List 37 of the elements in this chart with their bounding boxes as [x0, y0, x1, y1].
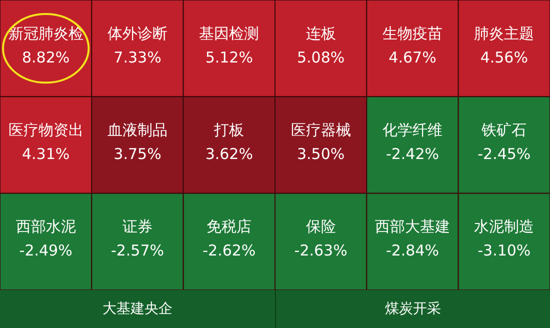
category-label: 免税店	[206, 218, 252, 236]
category-label: 血液制品	[108, 121, 168, 139]
data-label: 5.12%	[205, 48, 253, 66]
category-label: 连板	[306, 24, 336, 42]
data-label: 5.08%	[297, 48, 345, 66]
category-label: 化学纤维	[382, 121, 442, 139]
data-label: -2.49%	[19, 242, 72, 260]
category-label: 体外诊断	[108, 24, 168, 42]
category-label: 基因检测	[199, 24, 260, 42]
data-label: 4.56%	[480, 48, 528, 66]
data-label: 8.82%	[22, 48, 70, 66]
category-label: 医疗器械	[290, 121, 351, 139]
category-label: 铁矿石	[480, 121, 527, 139]
data-label: 3.62%	[205, 145, 253, 163]
category-label: 打板	[213, 121, 244, 139]
data-label: -2.45%	[478, 145, 531, 163]
category-label: 生物疫苗	[382, 24, 442, 42]
data-label: -2.62%	[202, 242, 256, 260]
category-label: 西部水泥	[16, 218, 76, 236]
category-label: 保险	[306, 218, 336, 236]
data-label: 3.50%	[297, 145, 345, 163]
category-label: 肺炎主题	[474, 24, 534, 42]
data-label: -3.10%	[478, 242, 531, 260]
data-label: -2.57%	[110, 242, 164, 260]
data-label: -2.84%	[386, 242, 440, 260]
category-label: 医疗物资出	[8, 121, 84, 139]
category-label: 西部大基建	[375, 218, 450, 236]
text: 大基建央企	[101, 300, 174, 319]
category-label: 证券	[122, 218, 152, 236]
data-label: 3.75%	[114, 145, 162, 163]
category-label: 水泥制造	[474, 218, 534, 236]
data-label: 7.33%	[114, 48, 162, 66]
data-label: 4.31%	[22, 145, 70, 163]
data-label: -2.42%	[386, 145, 440, 163]
text: 煤炭开采	[384, 300, 442, 319]
data-label: -2.63%	[294, 242, 348, 260]
data-label: 4.67%	[388, 48, 436, 66]
